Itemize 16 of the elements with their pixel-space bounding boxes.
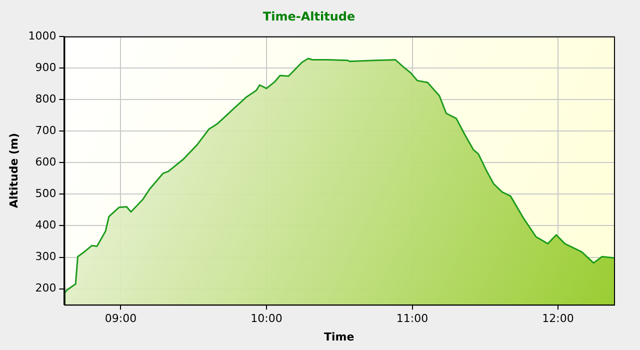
x-tick-label: 11:00 [396, 312, 428, 326]
y-tick-label: 200 [35, 282, 56, 295]
chart-title: Time-Altitude [262, 9, 356, 24]
y-tick-label: 600 [35, 155, 56, 168]
y-tick-label: 500 [35, 187, 56, 200]
y-tick-label: 400 [35, 218, 56, 232]
y-tick-label: 300 [35, 250, 56, 264]
x-tick-label: 09:00 [104, 312, 137, 326]
x-axis-title: Time [324, 330, 354, 344]
x-tick-label: 12:00 [542, 312, 574, 326]
y-axis-title: Altitude (m) [7, 132, 20, 208]
x-tick-label: 10:00 [250, 312, 282, 326]
y-tick-label: 700 [35, 124, 56, 137]
y-tick-label: 1000 [28, 29, 56, 42]
y-tick-label: 900 [35, 60, 56, 74]
y-tick-label: 800 [35, 92, 56, 106]
